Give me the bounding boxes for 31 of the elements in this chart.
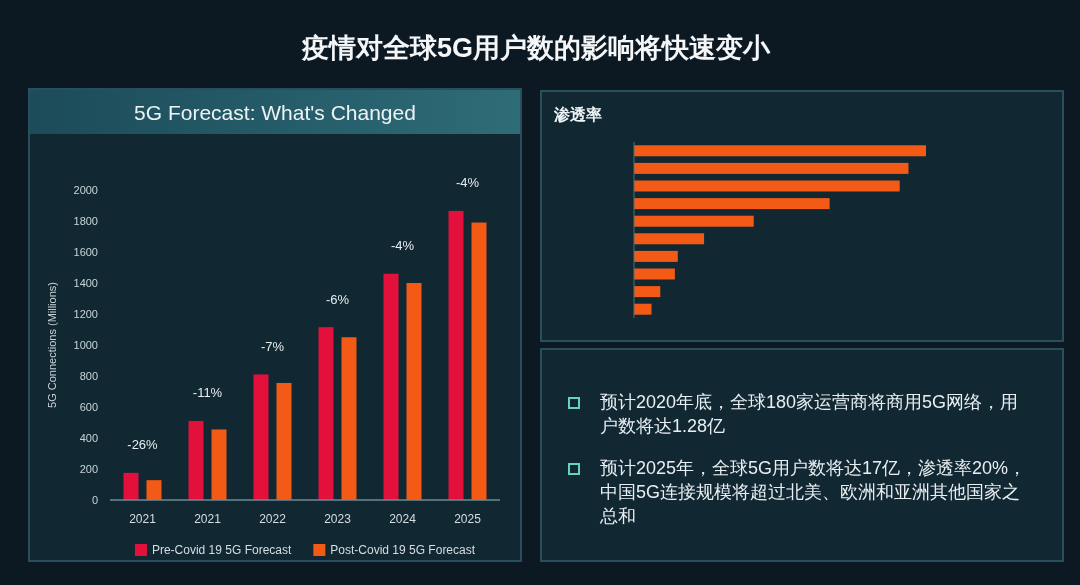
chart-title: 5G Forecast: What's Changed bbox=[134, 100, 416, 124]
y-tick-label: 600 bbox=[79, 401, 98, 413]
chart-title: 渗透率 bbox=[553, 104, 602, 123]
y-tick-label: 1600 bbox=[73, 246, 98, 258]
annotation: -4% bbox=[390, 238, 415, 254]
text: 预计2020年底，全球180家运营商将商用5G网络，用户数将达1.28亿 bbox=[600, 391, 1020, 438]
y-tick-label: 1400 bbox=[73, 277, 98, 289]
annotation: -26% bbox=[127, 437, 159, 453]
x-tick-label: 2024 bbox=[389, 512, 417, 526]
annotation: -6% bbox=[325, 291, 350, 307]
text: 疫情对全球5G用户数的影响将快速变小 bbox=[302, 32, 771, 65]
y-tick-label: 1800 bbox=[73, 215, 98, 227]
x-tick-label: 2022 bbox=[259, 512, 287, 526]
y-tick-label: 0 bbox=[91, 494, 98, 506]
x-tick-label: 2021 bbox=[194, 512, 222, 526]
y-tick-label: 400 bbox=[79, 432, 98, 444]
x-tick-label: 2023 bbox=[324, 512, 352, 526]
y-tick-label: 800 bbox=[79, 370, 98, 382]
y-tick-label: 2000 bbox=[73, 184, 98, 196]
annotation: -11% bbox=[192, 385, 223, 401]
y-tick-label: 1200 bbox=[73, 308, 98, 320]
x-tick-label: 2025 bbox=[454, 512, 482, 526]
text: 预计2025年，全球5G用户数将达17亿，渗透率20%，中国5G连接规模将超过北美、欧洲和亚洲其他国家之总和 bbox=[600, 457, 1028, 528]
y-axis-title: 5G Connections (Millions) bbox=[46, 282, 58, 408]
y-tick-label: 1000 bbox=[73, 339, 98, 351]
y-tick-label: 200 bbox=[79, 463, 98, 475]
legend-label: Post-Covid 19 5G Forecast bbox=[330, 543, 476, 557]
annotation: -7% bbox=[260, 338, 285, 354]
annotation: -4% bbox=[455, 175, 480, 191]
x-tick-label: 2021 bbox=[129, 512, 157, 526]
legend-label: Pre-Covid 19 5G Forecast bbox=[151, 543, 292, 557]
